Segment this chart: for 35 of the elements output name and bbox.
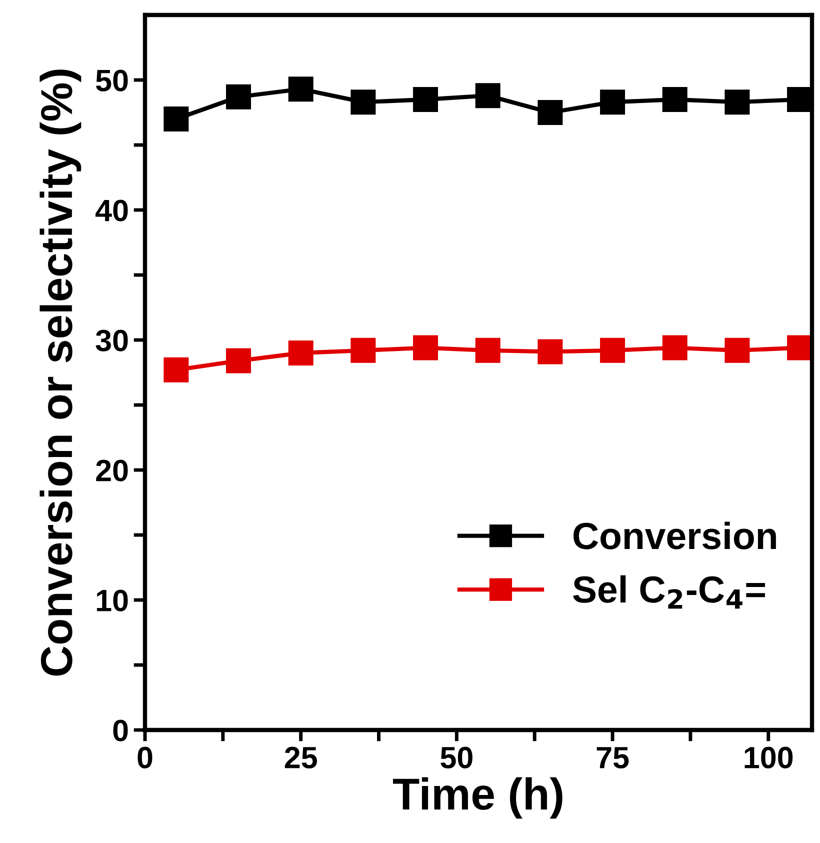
y-tick-label: 10 — [96, 590, 128, 612]
point — [662, 87, 688, 112]
x-tick-label: 100 — [744, 746, 793, 768]
point — [288, 340, 314, 366]
x-tick-label: 50 — [440, 746, 472, 768]
point — [600, 90, 626, 115]
point — [288, 76, 314, 102]
y-tick-label: 0 — [113, 720, 128, 742]
x-tick-label: 25 — [284, 746, 317, 768]
point — [724, 338, 750, 363]
y-tick-label: 40 — [96, 200, 128, 222]
point — [413, 335, 438, 360]
y-tick-label: 20 — [96, 460, 128, 482]
point — [475, 338, 500, 363]
y-tick-label: 50 — [96, 70, 128, 92]
point — [600, 338, 626, 363]
legend-label: Sel C$_{2}$-C$_{4}$= — [573, 575, 765, 609]
x-axis-title: Time (h) — [392, 777, 562, 819]
point — [226, 84, 252, 110]
y-axis-title: Conversion or selectivity (%) — [40, 70, 82, 676]
x-tick-label: 75 — [596, 747, 629, 768]
point — [350, 338, 376, 363]
point — [538, 100, 563, 125]
point — [164, 357, 189, 382]
point — [350, 90, 376, 115]
legend-label: Conversion — [574, 522, 776, 550]
point — [226, 348, 252, 374]
point — [538, 339, 563, 364]
point — [164, 106, 189, 132]
point — [662, 335, 688, 360]
point — [475, 83, 500, 108]
y-tick-label: 30 — [96, 330, 128, 352]
x-tick-label: 0 — [138, 746, 152, 768]
point — [724, 90, 750, 115]
point — [413, 87, 438, 112]
